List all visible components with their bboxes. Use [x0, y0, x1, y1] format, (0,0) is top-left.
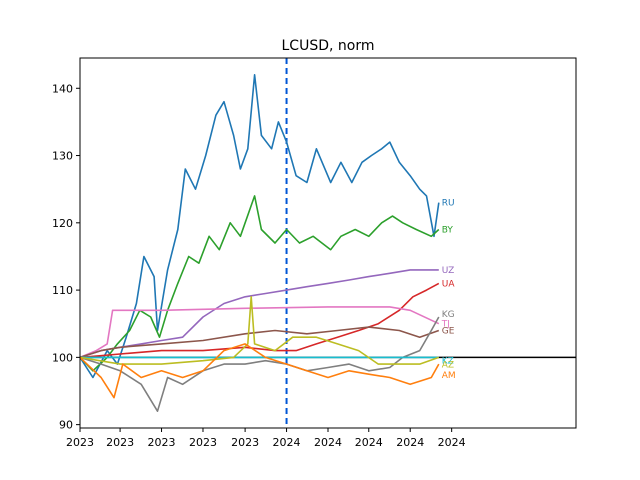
series-label-ua: UA: [442, 279, 456, 289]
x-tick-label: 2024: [438, 436, 466, 449]
x-tick-label: 2023: [148, 436, 176, 449]
x-tick-label: 2024: [314, 436, 342, 449]
series-label-ge: GE: [442, 326, 455, 336]
x-tick-label: 2024: [273, 436, 301, 449]
series-line-tj: [80, 306, 440, 359]
series-line-ru: [80, 74, 440, 379]
series-layer: [80, 74, 440, 412]
series-label-kz: KZ: [442, 356, 454, 366]
x-tick-label: 2023: [106, 436, 134, 449]
series-label-by: BY: [442, 226, 454, 236]
x-tick-label: 2023: [231, 436, 259, 449]
series-label-ru: RU: [442, 199, 455, 209]
series-label-az: AZ: [442, 360, 454, 370]
series-line-kg: [80, 316, 440, 412]
x-tick-label: 2023: [66, 436, 94, 449]
x-axis: 2023 2023 2023 2023 2023 2024 2024 2024 2024 2024: [66, 428, 466, 449]
y-tick-label: 120: [52, 217, 73, 230]
y-tick-label: 90: [59, 419, 73, 432]
series-label-tj: TJ: [441, 320, 450, 330]
y-tick-label: 110: [52, 284, 73, 297]
chart-title: LCUSD, norm: [282, 38, 375, 54]
series-line-az: [80, 296, 440, 365]
series-label-am: AM: [442, 371, 456, 381]
series-line-ua: [80, 282, 440, 359]
series-line-by: [80, 195, 440, 372]
x-tick-label: 2023: [189, 436, 217, 449]
x-tick-label: 2024: [355, 436, 383, 449]
series-label-uz: UZ: [442, 266, 455, 276]
y-tick-label: 140: [52, 82, 73, 95]
series-line-am: [80, 343, 440, 399]
y-axis: 90 100 110 120 130 140: [52, 82, 80, 432]
y-tick-label: 130: [52, 150, 73, 163]
series-label-kg: KG: [442, 310, 455, 320]
y-tick-label: 100: [52, 351, 73, 364]
series-line-ge: [80, 326, 440, 359]
x-tick-label: 2024: [396, 436, 424, 449]
series-line-uz: [80, 269, 439, 359]
